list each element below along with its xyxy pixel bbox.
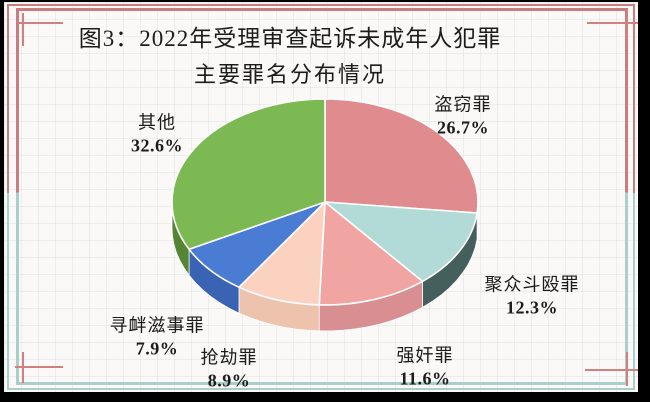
crosshair-h-bar xyxy=(15,366,63,368)
slice-percent: 26.7% xyxy=(437,117,489,137)
slice-name: 抢劫罪 xyxy=(200,347,258,368)
crosshair-v-bar xyxy=(22,13,24,46)
slice-percent: 8.9% xyxy=(207,370,251,390)
crosshair-v-bar xyxy=(22,352,24,383)
slice-percent: 7.9% xyxy=(135,338,179,358)
crosshair-h-bar xyxy=(18,22,63,24)
frame-outer-bottom xyxy=(7,388,635,390)
slice-percent: 32.6% xyxy=(131,135,183,155)
slice-label-rape: 强奸罪 11.6% xyxy=(397,345,454,390)
slice-percent: 11.6% xyxy=(399,368,451,388)
frame-inner-right xyxy=(625,8,628,385)
crosshair-h-bar xyxy=(585,369,638,371)
frame-outer-left xyxy=(7,4,9,390)
slice-name: 寻衅滋事罪 xyxy=(109,315,205,336)
frame-inner-bottom xyxy=(16,382,628,385)
slice-percent: 12.3% xyxy=(506,297,558,317)
pie-slice-theft xyxy=(324,98,479,214)
slice-label-robbery: 抢劫罪 8.9% xyxy=(201,347,258,392)
slice-label-other: 其他 32.6% xyxy=(131,112,183,157)
frame-outer-top xyxy=(7,4,635,6)
frame-inner-left xyxy=(16,8,19,385)
slice-name: 聚众斗殴罪 xyxy=(484,274,580,295)
pie-slice-rape xyxy=(318,201,424,306)
slice-label-affray: 聚众斗殴罪 12.3% xyxy=(485,274,580,319)
crosshair-v-bar xyxy=(626,352,628,386)
chart-title-line1: 图3：2022年受理审查起诉未成年人犯罪 xyxy=(78,26,502,51)
crosshair-h-bar xyxy=(587,22,638,24)
slice-name: 强奸罪 xyxy=(396,345,454,366)
frame-inner-top xyxy=(16,8,628,11)
slice-label-provocation: 寻衅滋事罪 7.9% xyxy=(110,315,205,360)
chart-title: 图3：2022年受理审查起诉未成年人犯罪 主要罪名分布情况 xyxy=(40,19,540,89)
slice-name: 其他 xyxy=(138,112,176,133)
crosshair-v-bar xyxy=(626,12,628,46)
pie-slice-robbery xyxy=(238,201,326,306)
pie-slice-affray xyxy=(324,201,478,283)
slice-name: 盗窃罪 xyxy=(434,94,492,115)
chart-title-line2: 主要罪名分布情况 xyxy=(193,62,386,87)
frame-outer-right xyxy=(633,4,635,390)
slice-label-theft: 盗窃罪 26.7% xyxy=(435,94,492,139)
pie-slice-other xyxy=(171,98,326,251)
